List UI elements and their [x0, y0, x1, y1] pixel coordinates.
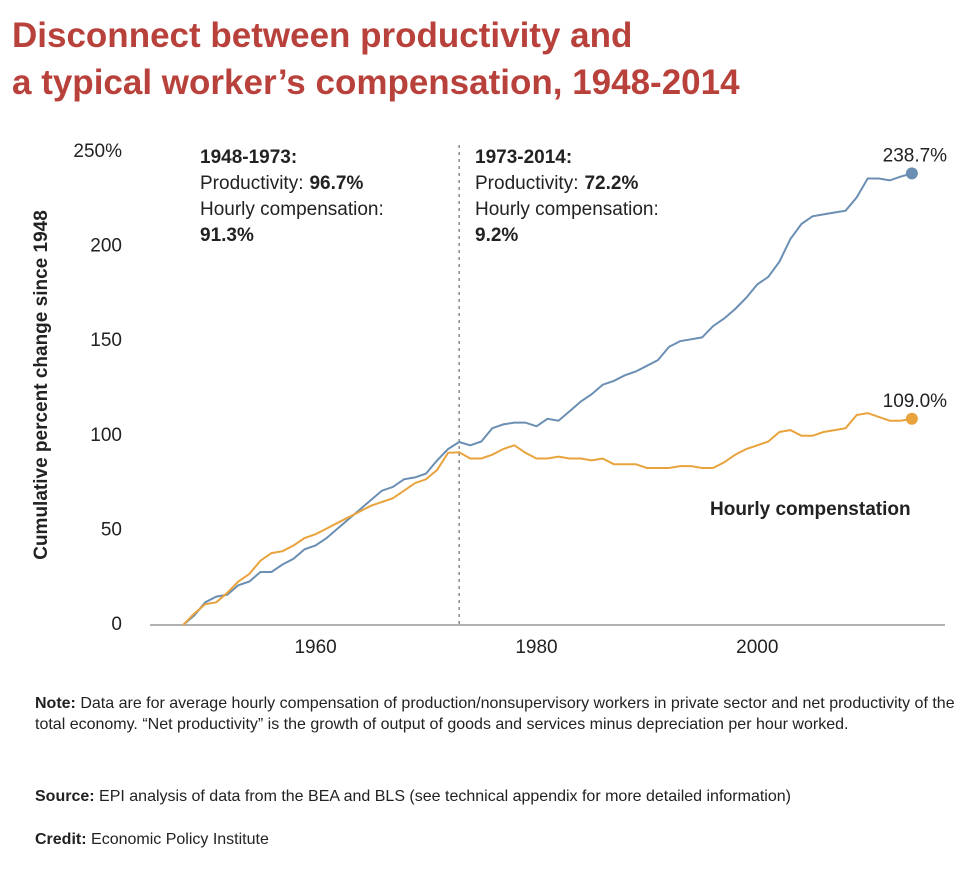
- series-label: Hourly compenstation: [710, 499, 911, 520]
- annotation-heading: 1948-1973:: [200, 147, 297, 168]
- note-text: Data are for average hourly compensation…: [35, 695, 955, 733]
- x-tick-label: 2000: [736, 637, 778, 658]
- note-label: Note:: [35, 695, 76, 712]
- y-tick-label: 200: [90, 236, 122, 257]
- source-label: Source:: [35, 788, 95, 805]
- annotation-value: 96.7%: [309, 173, 363, 194]
- y-tick-label: 0: [111, 614, 122, 635]
- y-tick-label: 100: [90, 425, 122, 446]
- chart-title: a typical worker’s compensation, 1948-20…: [12, 63, 740, 102]
- chart: Disconnect between productivity and a ty…: [12, 16, 948, 658]
- source: Source: EPI analysis of data from the BE…: [35, 786, 955, 807]
- credit-label: Credit:: [35, 831, 87, 848]
- annotation-label: Hourly compensation:: [200, 199, 384, 220]
- y-tick-label: 150: [90, 330, 122, 351]
- annotation-value: 9.2%: [475, 225, 518, 246]
- annotation-value: 91.3%: [200, 225, 254, 246]
- annotation-line: Productivity: 96.7%: [200, 173, 363, 194]
- x-tick-label: 1980: [515, 637, 557, 658]
- x-tick-label: 1960: [294, 637, 336, 658]
- series-line: [182, 172, 913, 626]
- annotation-heading: 1973-2014:: [475, 147, 572, 168]
- annotation-label: Productivity:: [475, 173, 578, 194]
- source-text: EPI analysis of data from the BEA and BL…: [99, 788, 791, 805]
- y-tick-label: 250%: [73, 141, 122, 162]
- credit-text: Economic Policy Institute: [91, 831, 269, 848]
- annotation-label: Hourly compensation:: [475, 199, 659, 220]
- annotation-label: Productivity:: [200, 173, 303, 194]
- value-label: 238.7%: [883, 145, 948, 166]
- note: Note: Data are for average hourly compen…: [35, 693, 955, 735]
- chart-title: Disconnect between productivity and: [12, 16, 632, 55]
- end-point: [905, 167, 918, 180]
- value-label: 109.0%: [883, 391, 948, 412]
- annotation-line: Productivity: 72.2%: [475, 173, 638, 194]
- end-point: [905, 412, 918, 425]
- credit: Credit: Economic Policy Institute: [35, 829, 955, 850]
- y-tick-label: 50: [101, 519, 122, 540]
- y-axis-label: Cumulative percent change since 1948: [31, 210, 52, 560]
- series-line: [182, 412, 913, 626]
- annotation-value: 72.2%: [584, 173, 638, 194]
